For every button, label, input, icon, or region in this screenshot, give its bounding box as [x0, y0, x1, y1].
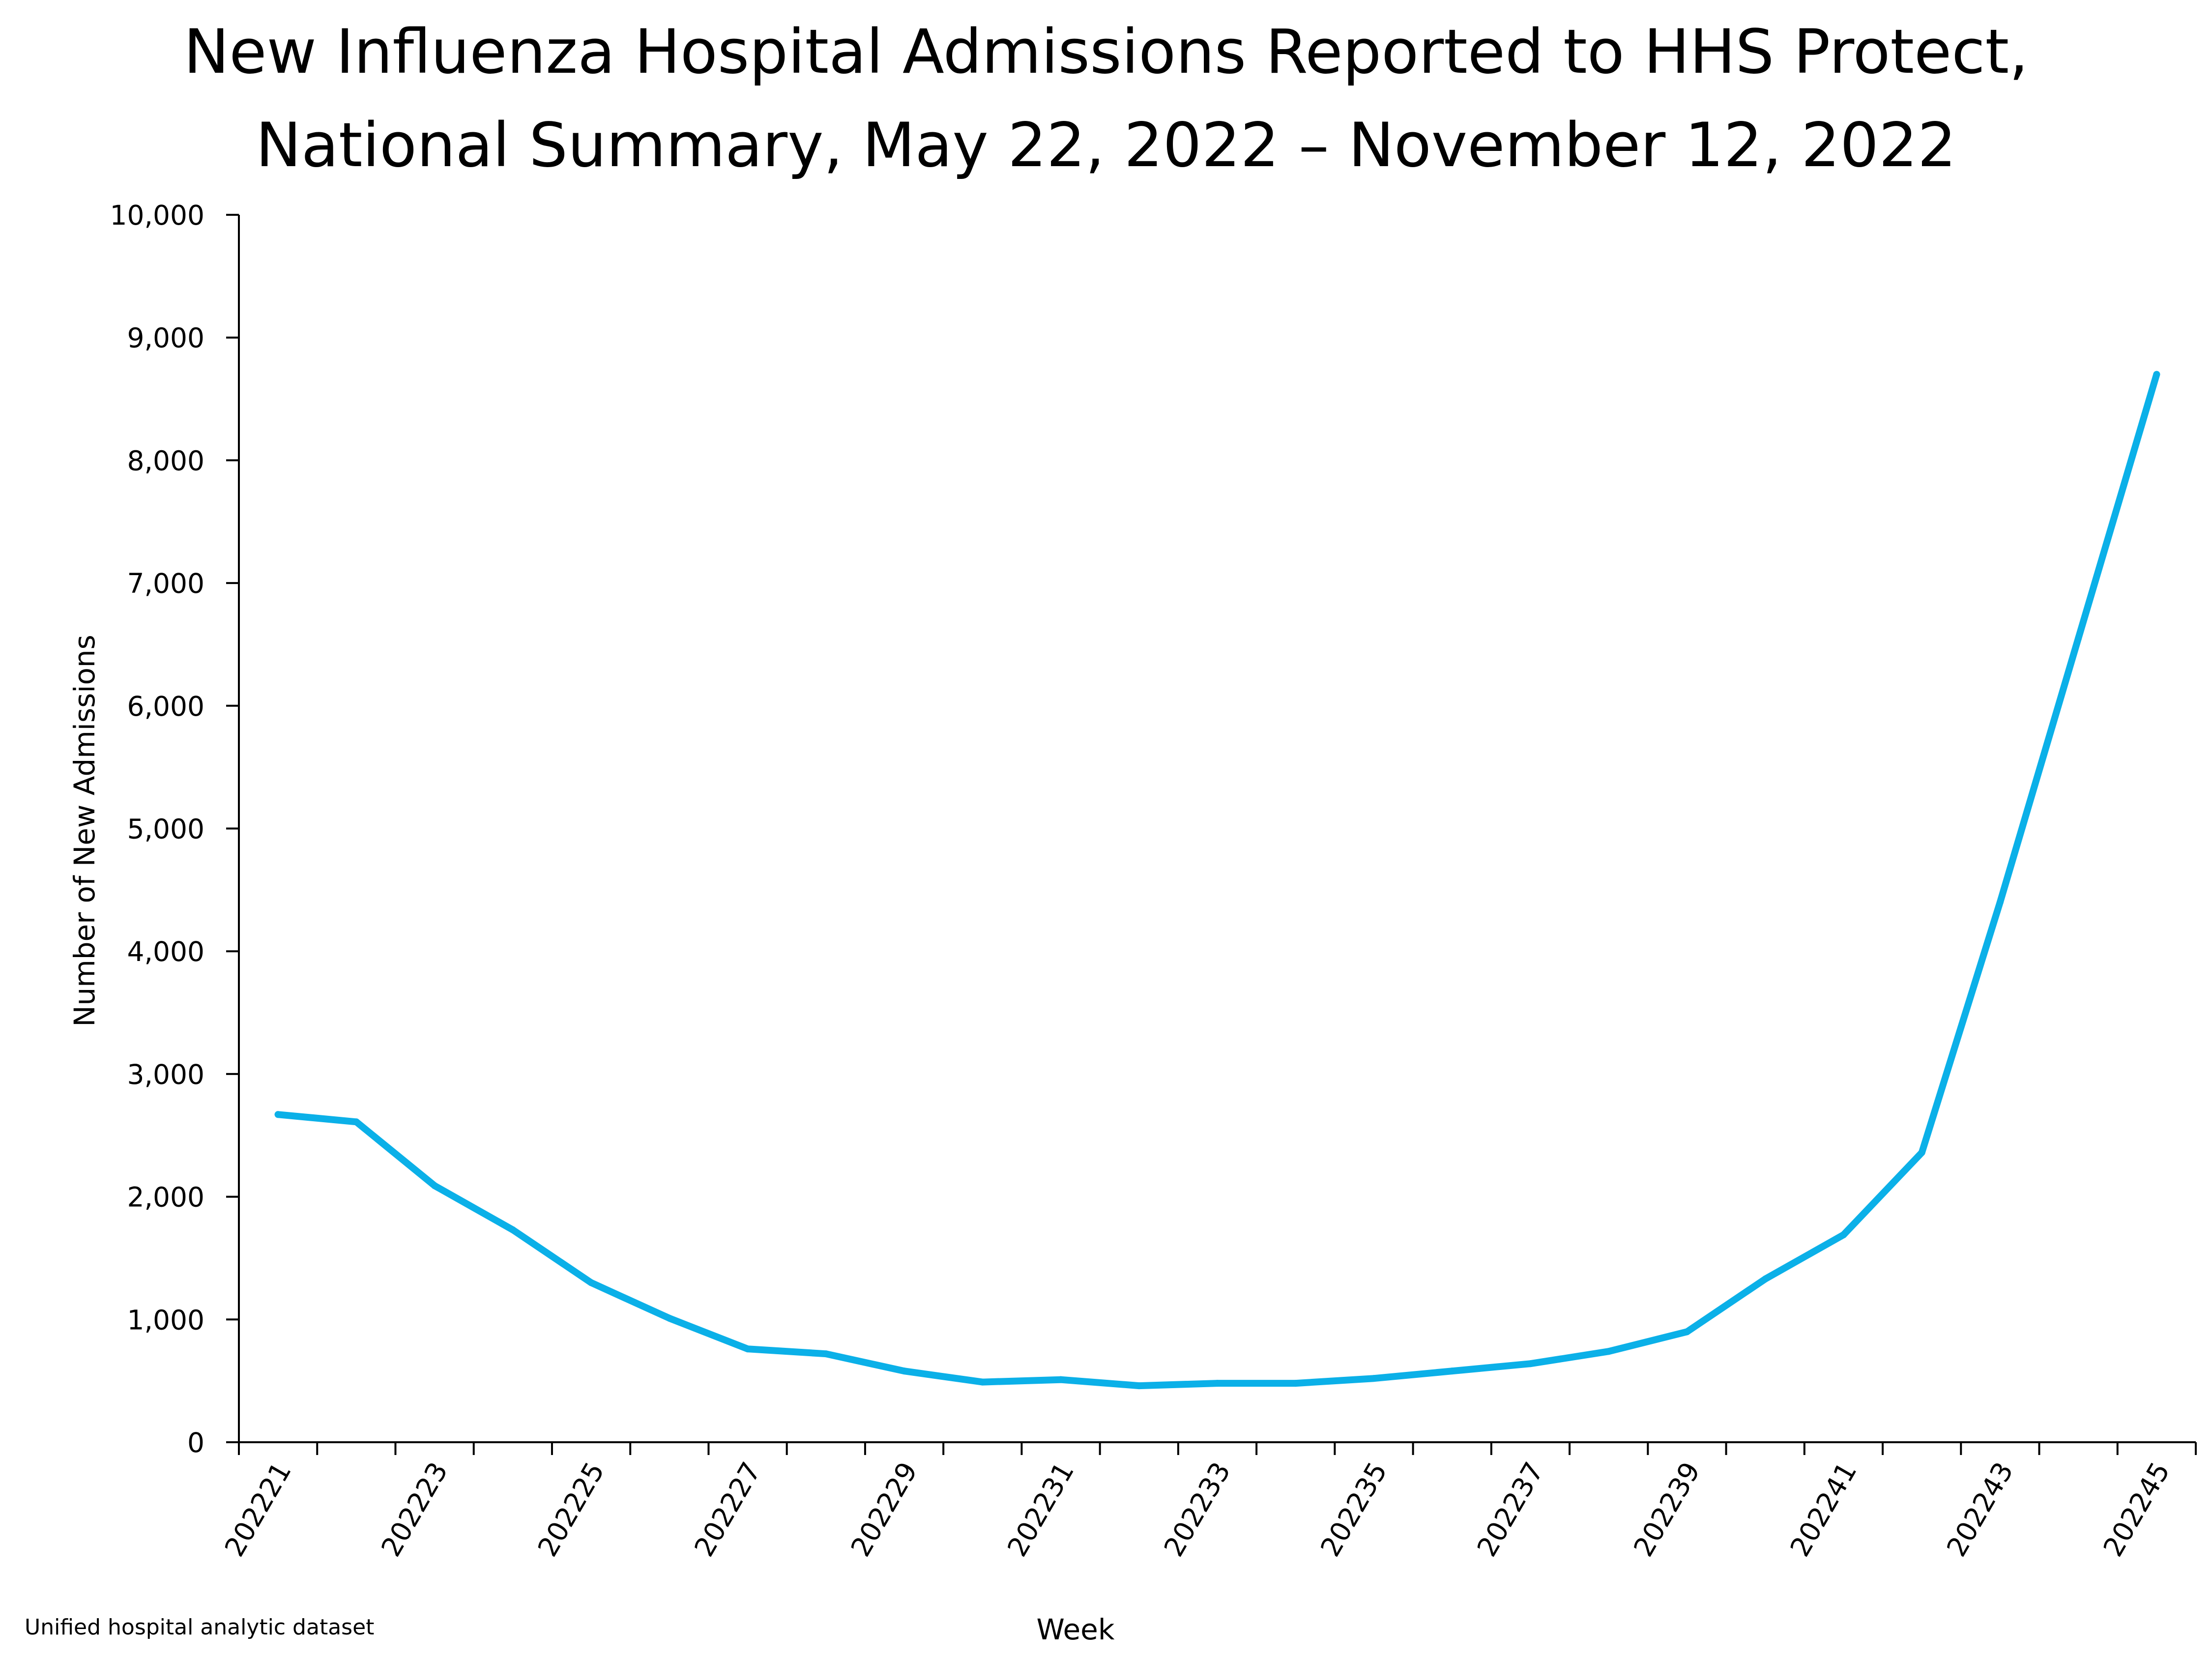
- data-point: [1996, 899, 2004, 906]
- y-tick-label: 0: [187, 1427, 204, 1458]
- data-point: [1527, 1360, 1534, 1368]
- y-tick-label: 4,000: [127, 936, 204, 967]
- x-tick-label: 202239: [1628, 1457, 1706, 1562]
- data-point: [1683, 1328, 1690, 1336]
- x-tick-label: 202229: [844, 1457, 923, 1562]
- data-point: [822, 1350, 830, 1358]
- x-tick-label: 202243: [1941, 1457, 2019, 1562]
- x-tick-label: 202227: [688, 1457, 767, 1562]
- source-note: Unified hospital analytic dataset: [25, 1615, 374, 1640]
- data-point: [509, 1226, 517, 1234]
- series-line: [274, 371, 2160, 1390]
- data-point: [431, 1182, 438, 1190]
- y-tick-label: 5,000: [127, 814, 204, 845]
- data-point: [1918, 1149, 1925, 1156]
- x-tick-label: 202225: [531, 1457, 610, 1562]
- x-axis-ticks: 202221 202223 202225 202227 202229 202231 2022…: [218, 1442, 2197, 1562]
- y-tick-label: 2,000: [127, 1182, 204, 1213]
- y-tick-label: 7,000: [127, 568, 204, 599]
- data-point: [744, 1345, 752, 1353]
- x-tick-label: 202245: [2097, 1457, 2176, 1562]
- chart-title-line-2: National Summary, May 22, 2022 – Novembe…: [256, 110, 1956, 181]
- data-point: [1292, 1380, 1299, 1387]
- y-tick-label: 1,000: [127, 1304, 204, 1336]
- data-point: [1449, 1368, 1456, 1375]
- data-point: [1840, 1231, 1847, 1239]
- data-point: [274, 1111, 282, 1118]
- x-tick-label: 202233: [1158, 1457, 1236, 1562]
- axes: [238, 215, 2196, 1443]
- y-tick-label: 6,000: [127, 691, 204, 722]
- data-point: [666, 1314, 673, 1322]
- y-axis-label: Number of New Admissions: [68, 635, 101, 1027]
- chart-title-line-1: New Influenza Hospital Admissions Report…: [184, 17, 2029, 87]
- y-axis-ticks: 0 1,000 2,000 3,000 4,000 5,000 6,000 7,000 8,00…: [110, 200, 239, 1458]
- data-point: [587, 1279, 595, 1286]
- y-tick-label: 8,000: [127, 445, 204, 476]
- data-point: [901, 1368, 908, 1375]
- x-tick-label: 202237: [1471, 1457, 1549, 1562]
- series-group: [274, 371, 2160, 1390]
- x-tick-label: 202241: [1784, 1457, 1863, 1562]
- y-tick-label: 9,000: [127, 322, 204, 354]
- x-axis-label: Week: [1037, 1613, 1115, 1646]
- x-tick-label: 202221: [218, 1457, 297, 1562]
- y-tick-label: 10,000: [110, 200, 204, 231]
- x-tick-label: 202231: [1001, 1457, 1080, 1562]
- chart-title: New Influenza Hospital Admissions Report…: [184, 17, 2029, 181]
- data-point: [352, 1118, 360, 1126]
- data-point: [1605, 1348, 1612, 1355]
- data-point: [1370, 1375, 1377, 1382]
- data-point: [1057, 1376, 1065, 1383]
- data-point: [2075, 635, 2082, 642]
- data-point: [979, 1378, 986, 1386]
- x-tick-label: 202235: [1314, 1457, 1393, 1562]
- data-point: [2153, 371, 2160, 378]
- data-point: [1762, 1275, 1769, 1282]
- data-point: [1214, 1380, 1221, 1387]
- data-point: [1135, 1382, 1143, 1390]
- x-tick-label: 202223: [375, 1457, 454, 1562]
- y-tick-label: 3,000: [127, 1059, 204, 1090]
